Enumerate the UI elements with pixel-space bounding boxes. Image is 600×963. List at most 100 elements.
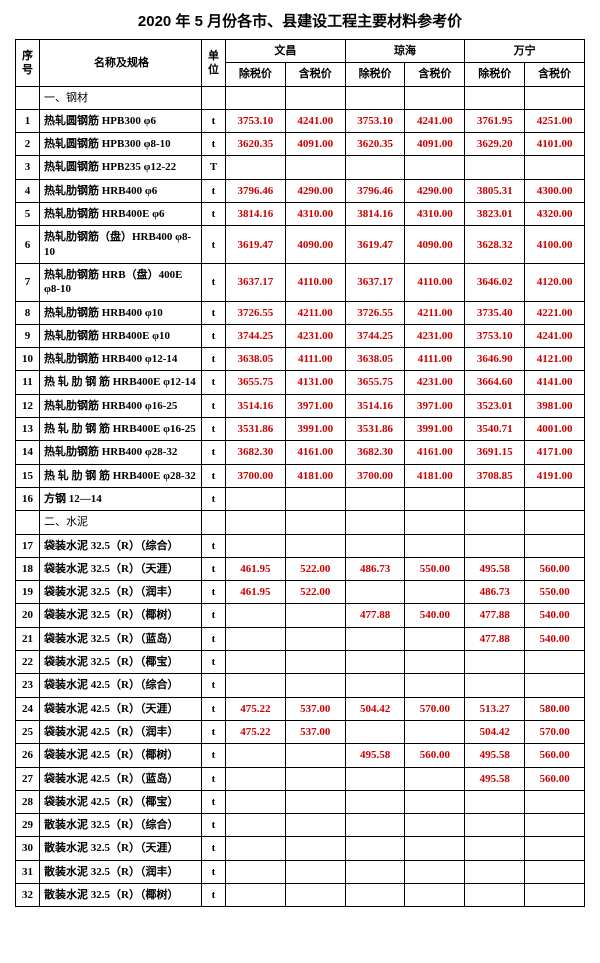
cell-price: 3638.05 [345, 348, 405, 371]
cell-price [285, 156, 345, 179]
cell-price: 3646.90 [465, 348, 525, 371]
cell-price: 475.22 [226, 720, 286, 743]
table-row: 15热 轧 肋 钢 筋 HRB400E φ28-32t3700.004181.0… [16, 464, 585, 487]
cell-price: 461.95 [226, 557, 286, 580]
cell-price [285, 651, 345, 674]
cell-seq: 26 [16, 744, 40, 767]
cell-price [465, 790, 525, 813]
table-row: 25袋装水泥 42.5（R）（润丰）t475.22537.00504.42570… [16, 720, 585, 743]
cell-unit: t [202, 744, 226, 767]
cell-price [226, 156, 286, 179]
cell-seq [16, 86, 40, 109]
cell-seq: 21 [16, 627, 40, 650]
cell-price [405, 487, 465, 510]
cell-price [285, 534, 345, 557]
cell-seq: 3 [16, 156, 40, 179]
cell-price [345, 837, 405, 860]
cell-name: 热轧圆钢筋 HPB300 φ8-10 [40, 133, 202, 156]
cell-name: 袋装水泥 42.5（R）（椰树） [40, 744, 202, 767]
table-row: 28袋装水泥 42.5（R）（椰宝）t [16, 790, 585, 813]
cell-name: 袋装水泥 32.5（R）（椰宝） [40, 651, 202, 674]
cell-price: 4181.00 [405, 464, 465, 487]
cell-name: 热轧肋钢筋 HRB400 φ28-32 [40, 441, 202, 464]
cell-seq: 16 [16, 487, 40, 510]
cell-unit: t [202, 324, 226, 347]
cell-price: 3691.15 [465, 441, 525, 464]
cell-price: 570.00 [405, 697, 465, 720]
cell-price: 570.00 [525, 720, 585, 743]
cell-price [285, 790, 345, 813]
cell-price: 550.00 [525, 581, 585, 604]
cell-price [465, 860, 525, 883]
cell-price: 3744.25 [345, 324, 405, 347]
cell-price: 504.42 [465, 720, 525, 743]
table-row: 30散装水泥 32.5（R）（天涯）t [16, 837, 585, 860]
header-incl-1: 含税价 [405, 63, 465, 86]
cell-price [226, 837, 286, 860]
cell-seq: 29 [16, 814, 40, 837]
cell-price: 537.00 [285, 720, 345, 743]
cell-price [345, 814, 405, 837]
cell-price [405, 86, 465, 109]
cell-seq: 12 [16, 394, 40, 417]
cell-price: 475.22 [226, 697, 286, 720]
cell-price: 4100.00 [525, 226, 585, 264]
table-row: 3热轧圆钢筋 HPB235 φ12-22T [16, 156, 585, 179]
cell-price: 540.00 [525, 604, 585, 627]
cell-price: 4110.00 [285, 263, 345, 301]
cell-price [226, 790, 286, 813]
page-title: 2020 年 5 月份各市、县建设工程主要材料参考价 [15, 10, 585, 31]
table-row: 16方钢 12—14t [16, 487, 585, 510]
cell-price: 3540.71 [465, 418, 525, 441]
table-row: 13热 轧 肋 钢 筋 HRB400E φ16-25t3531.863991.0… [16, 418, 585, 441]
cell-name: 热轧肋钢筋 HRB（盘）400E φ8-10 [40, 263, 202, 301]
cell-seq: 9 [16, 324, 40, 347]
cell-price: 3700.00 [345, 464, 405, 487]
cell-price: 495.58 [345, 744, 405, 767]
cell-price: 4111.00 [405, 348, 465, 371]
cell-price [226, 487, 286, 510]
cell-unit: t [202, 604, 226, 627]
cell-unit: t [202, 814, 226, 837]
cell-unit: t [202, 651, 226, 674]
cell-price: 560.00 [525, 744, 585, 767]
cell-price [405, 860, 465, 883]
cell-seq: 31 [16, 860, 40, 883]
cell-price [525, 883, 585, 906]
cell-price [345, 627, 405, 650]
cell-price: 4091.00 [285, 133, 345, 156]
cell-price: 560.00 [525, 557, 585, 580]
table-row: 19袋装水泥 32.5（R）（润丰）t461.95522.00486.73550… [16, 581, 585, 604]
cell-price: 3514.16 [226, 394, 286, 417]
cell-price [465, 814, 525, 837]
cell-unit: t [202, 487, 226, 510]
cell-price [345, 511, 405, 534]
cell-name: 袋装水泥 42.5（R）（润丰） [40, 720, 202, 743]
cell-price [285, 767, 345, 790]
cell-price [226, 883, 286, 906]
cell-unit: t [202, 697, 226, 720]
cell-price [226, 814, 286, 837]
cell-name: 热轧肋钢筋 HRB400 φ16-25 [40, 394, 202, 417]
cell-unit: t [202, 203, 226, 226]
cell-price: 540.00 [525, 627, 585, 650]
cell-price: 3629.20 [465, 133, 525, 156]
cell-price [285, 837, 345, 860]
cell-unit: t [202, 301, 226, 324]
cell-seq: 23 [16, 674, 40, 697]
table-row: 27袋装水泥 42.5（R）（蓝岛）t495.58560.00 [16, 767, 585, 790]
cell-seq: 22 [16, 651, 40, 674]
cell-price [226, 604, 286, 627]
cell-price: 4241.00 [285, 109, 345, 132]
cell-unit: t [202, 720, 226, 743]
cell-unit: t [202, 133, 226, 156]
table-row: 31散装水泥 32.5（R）（润丰）t [16, 860, 585, 883]
cell-price: 4110.00 [405, 263, 465, 301]
table-row: 11热 轧 肋 钢 筋 HRB400E φ12-14t3655.754131.0… [16, 371, 585, 394]
cell-price [405, 627, 465, 650]
cell-price [226, 534, 286, 557]
cell-price: 3823.01 [465, 203, 525, 226]
cell-price [285, 487, 345, 510]
cell-price: 495.58 [465, 767, 525, 790]
cell-name: 热轧肋钢筋 HRB400E φ10 [40, 324, 202, 347]
